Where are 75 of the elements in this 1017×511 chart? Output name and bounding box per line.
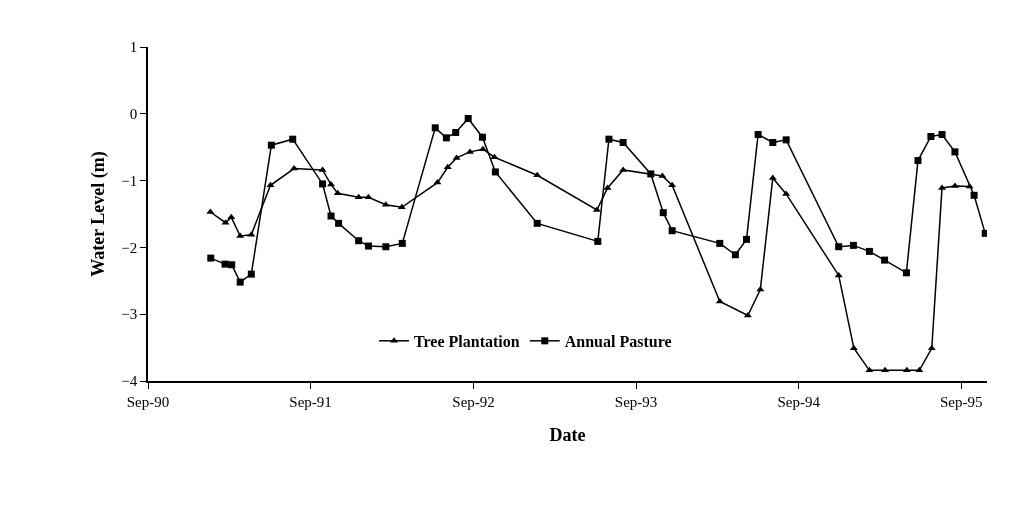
point <box>491 168 499 176</box>
point <box>478 133 486 141</box>
point <box>247 270 255 278</box>
point <box>865 247 873 255</box>
point <box>335 219 343 227</box>
x-tick-label: Sep-91 <box>289 393 332 410</box>
point <box>716 239 724 247</box>
point <box>914 157 922 165</box>
point <box>533 219 541 227</box>
y-axis-title: Water Level (m) <box>87 151 109 277</box>
point <box>364 193 373 200</box>
point <box>743 235 751 243</box>
point <box>902 366 911 373</box>
point <box>266 181 275 188</box>
point <box>782 136 790 144</box>
point <box>398 239 406 247</box>
point <box>881 256 889 264</box>
y-tick-label: −3 <box>121 306 138 323</box>
point <box>835 243 843 251</box>
point <box>228 261 236 269</box>
x-tick-label: Sep-93 <box>614 393 658 410</box>
y-tick-label: −2 <box>121 239 138 256</box>
point <box>619 139 627 147</box>
legend-label: Tree Plantation <box>414 333 520 351</box>
point <box>267 141 275 149</box>
point <box>354 193 363 200</box>
point <box>938 131 946 139</box>
point <box>927 133 935 141</box>
point <box>659 209 667 217</box>
point <box>319 180 327 188</box>
point <box>902 269 910 277</box>
legend-label: Annual Pasture <box>564 333 672 351</box>
x-tick-label: Sep-95 <box>939 393 983 410</box>
point <box>431 124 439 132</box>
point <box>207 254 215 262</box>
point <box>865 366 874 373</box>
point <box>605 135 613 143</box>
point <box>594 237 602 245</box>
point <box>647 170 655 178</box>
x-tick-label: Sep-92 <box>452 393 495 410</box>
point <box>970 191 978 199</box>
point <box>464 114 472 122</box>
point <box>951 148 959 156</box>
y-tick-label: −1 <box>121 172 138 189</box>
y-tick-label: 0 <box>129 106 138 123</box>
point <box>333 189 342 196</box>
point <box>668 181 677 188</box>
y-tick-label: 1 <box>129 39 138 56</box>
point <box>769 139 777 147</box>
point <box>327 212 335 220</box>
point <box>533 171 542 178</box>
point <box>364 242 372 250</box>
point <box>849 241 857 249</box>
point <box>227 213 236 220</box>
point <box>915 366 924 373</box>
point <box>382 243 390 251</box>
point <box>289 135 297 143</box>
point <box>849 344 858 351</box>
point <box>834 271 843 278</box>
point <box>731 251 739 259</box>
x-axis-title: Date <box>549 425 586 446</box>
point <box>442 134 450 142</box>
point <box>452 129 460 136</box>
point <box>756 285 765 292</box>
x-tick-label: Sep-94 <box>777 393 821 410</box>
point <box>754 131 762 139</box>
x-tick-label: Sep-90 <box>126 393 170 410</box>
y-tick-label: −4 <box>121 373 138 390</box>
point <box>981 229 987 237</box>
point <box>397 203 406 210</box>
point <box>355 237 363 245</box>
point <box>927 344 936 351</box>
point <box>880 366 890 373</box>
point <box>668 227 676 235</box>
point <box>236 278 244 286</box>
